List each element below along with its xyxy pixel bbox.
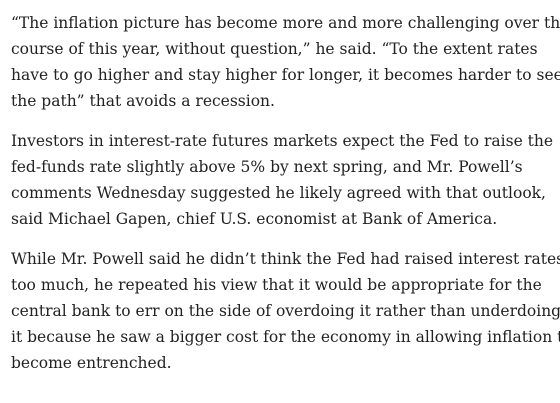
text-line: said Michael Gapen, chief U.S. economist…	[11, 210, 498, 228]
paragraph-futures-markets: Investors in interest-rate futures marke…	[11, 128, 556, 232]
text-line: too much, he repeated his view that it w…	[11, 276, 542, 294]
text-line: it because he saw a bigger cost for the …	[11, 328, 560, 346]
article-body: “The inflation picture has become more a…	[11, 10, 560, 390]
text-line: While Mr. Powell said he didn’t think th…	[11, 250, 560, 268]
text-line: comments Wednesday suggested he likely a…	[11, 184, 546, 202]
text-line: central bank to err on the side of overd…	[11, 302, 560, 320]
text-line: fed-funds rate slightly above 5% by next…	[11, 158, 523, 176]
paragraph-overdoing-it: While Mr. Powell said he didn’t think th…	[11, 246, 560, 376]
text-line: course of this year, without question,” …	[11, 40, 538, 58]
text-line: become entrenched.	[11, 354, 172, 372]
text-line: “The inflation picture has become more a…	[11, 14, 560, 32]
paragraph-powell-quote: “The inflation picture has become more a…	[11, 10, 560, 114]
text-line: Investors in interest-rate futures marke…	[11, 132, 554, 150]
text-line: have to go higher and stay higher for lo…	[11, 66, 560, 84]
text-line: the path” that avoids a recession.	[11, 92, 275, 110]
